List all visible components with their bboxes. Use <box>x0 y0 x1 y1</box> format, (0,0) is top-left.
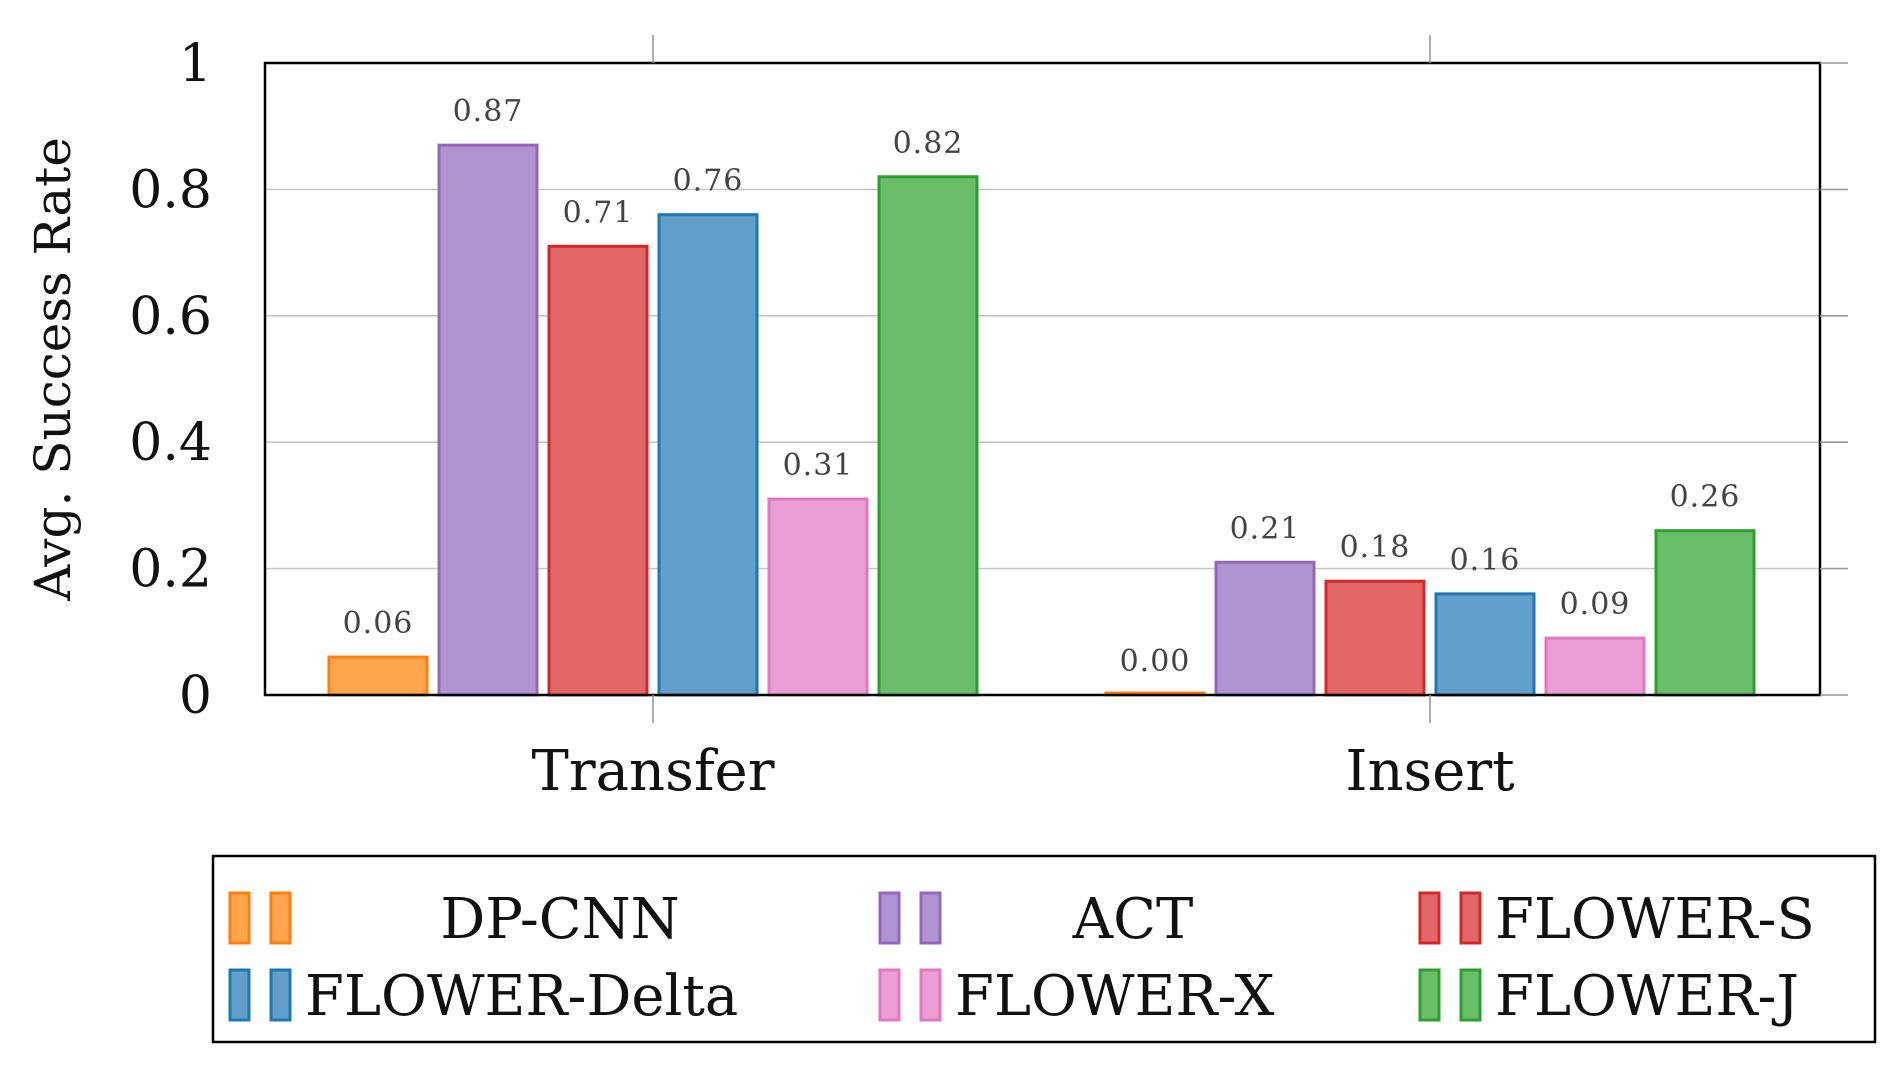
data-label-act-insert: 0.21 <box>1230 511 1301 546</box>
bar-flower-delta-insert <box>1434 592 1536 697</box>
data-label-flower-x-insert: 0.09 <box>1560 587 1631 622</box>
legend-swatch-a-flower-x <box>878 968 901 1022</box>
data-label-flower-delta-insert: 0.16 <box>1450 543 1521 578</box>
bar-flower-j-insert <box>1654 529 1756 697</box>
legend-swatch-b-dp-cnn <box>269 891 292 945</box>
x-tick-label-transfer: Transfer <box>532 739 775 804</box>
plot-frame <box>263 61 1822 697</box>
y-tick-label-1: 0.2 <box>129 540 212 600</box>
y-tick-label-0: 0 <box>179 666 212 726</box>
axes: 0 0.2 0.4 0.6 0.8 1 Transfer Insert <box>129 34 1848 804</box>
legend-swatch-b-flower-j <box>1459 968 1482 1022</box>
bar-dp-cnn-transfer <box>327 655 429 697</box>
bar-flower-x-transfer <box>767 497 869 697</box>
data-label-flower-s-insert: 0.18 <box>1340 530 1411 565</box>
bar-act-transfer <box>437 143 539 697</box>
bar-flower-j-transfer <box>877 175 979 697</box>
legend-label-flower-delta: FLOWER-Delta <box>305 964 738 1029</box>
x-tick-label-insert: Insert <box>1345 739 1515 804</box>
data-label-flower-j-transfer: 0.82 <box>893 126 964 161</box>
legend-label-flower-j: FLOWER-J <box>1495 964 1799 1029</box>
data-label-flower-x-transfer: 0.31 <box>783 448 854 483</box>
legend-swatch-a-flower-j <box>1418 968 1441 1022</box>
legend-swatch-b-flower-x <box>919 968 942 1022</box>
y-tick-label-2: 0.4 <box>129 413 212 473</box>
legend-frame <box>211 854 1877 1044</box>
data-label-flower-s-transfer: 0.71 <box>563 195 634 230</box>
legend-swatch-a-dp-cnn <box>228 891 251 945</box>
y-axis-label: Avg. Success Rate <box>24 137 82 602</box>
legend-label-act: ACT <box>1072 887 1194 952</box>
legend-label-dp-cnn: DP-CNN <box>440 887 679 952</box>
data-label-flower-j-insert: 0.26 <box>1670 480 1741 515</box>
bar-flower-s-transfer <box>547 244 649 697</box>
y-tick-label-3: 0.6 <box>129 287 212 347</box>
legend-swatch-b-act <box>919 891 942 945</box>
legend-swatch-b-flower-delta <box>269 968 292 1022</box>
legend-label-flower-s: FLOWER-S <box>1495 887 1815 952</box>
legend-swatch-a-act <box>878 891 901 945</box>
legend-swatch-a-flower-s <box>1418 891 1441 945</box>
data-label-dp-cnn-transfer: 0.06 <box>343 606 414 641</box>
bar-flower-x-insert <box>1544 636 1646 697</box>
bar-act-insert <box>1214 560 1316 697</box>
y-tick-label-5: 1 <box>179 34 212 94</box>
legend-swatch-a-flower-delta <box>228 968 251 1022</box>
bar-flower-delta-transfer <box>657 213 759 697</box>
data-label-flower-delta-transfer: 0.76 <box>673 164 744 199</box>
legend: DP-CNN ACT FLOWER-S FLOWER-Delta FLOWER-X FLO… <box>211 854 1877 1044</box>
data-label-act-transfer: 0.87 <box>453 94 524 129</box>
data-labels: 0.06 0.87 0.71 0.76 0.31 0.82 0.00 0.21 0.18 0.16… <box>343 94 1741 679</box>
bars <box>327 143 1756 697</box>
data-label-dp-cnn-insert: 0.00 <box>1120 644 1191 679</box>
legend-label-flower-x: FLOWER-X <box>955 964 1274 1029</box>
bar-flower-s-insert <box>1324 579 1426 697</box>
y-tick-label-4: 0.8 <box>129 160 212 220</box>
legend-swatch-b-flower-s <box>1459 891 1482 945</box>
